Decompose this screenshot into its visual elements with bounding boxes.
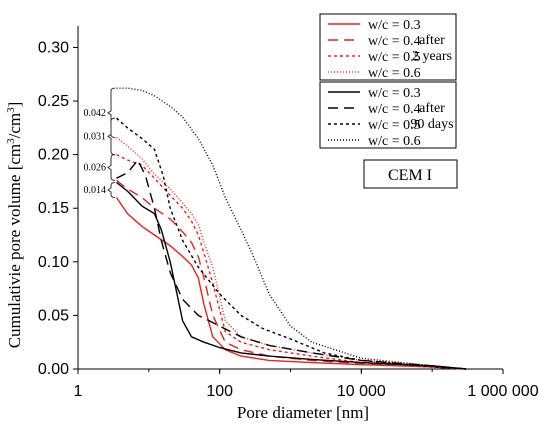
bracket-mark <box>107 87 116 138</box>
legend-label: w/c = 0.4 <box>368 102 421 117</box>
x-tick-label: 100 <box>206 383 233 400</box>
legend-label: w/c = 0.4 <box>368 34 421 49</box>
legend-label: w/c = 0.6 <box>368 134 421 149</box>
legend-label: w/c = 0.3 <box>368 18 421 33</box>
series-line-90d-05 <box>116 117 467 370</box>
series-line-90d-03 <box>116 181 467 370</box>
bracket-label: 0.042 <box>84 108 107 119</box>
bracket-label: 0.026 <box>84 162 107 173</box>
x-tick-label: 1 <box>74 383 83 400</box>
cem-label: CEM I <box>388 167 432 184</box>
axes: 0.00 0.05 0.10 0.15 0.20 0.25 0.30 1 100 10 000 1 … <box>38 26 539 400</box>
bracket-label: 0.031 <box>84 131 107 142</box>
x-axis-title: Pore diameter [nm] <box>237 403 369 422</box>
bracket-annotations: 0.014 0.026 0.031 0.042 <box>84 87 116 198</box>
bracket-label: 0.014 <box>84 185 107 196</box>
y-axis-title-mid: /cm <box>5 113 24 139</box>
series-line-90d-06 <box>116 87 467 370</box>
bracket-mark <box>107 154 116 181</box>
y-tick-label: 0.30 <box>38 39 69 56</box>
y-tick-label: 0.10 <box>38 254 69 271</box>
bracket-mark <box>107 181 116 198</box>
series-layer <box>115 87 467 370</box>
legend-box-90d <box>319 81 457 149</box>
legend-label: w/c = 0.3 <box>368 86 421 101</box>
series-line-2y-06 <box>116 136 467 370</box>
series-line-2y-05 <box>116 153 467 370</box>
legend-group-sublabel: 90 days <box>410 117 453 132</box>
y-tick-label: 0.00 <box>38 361 69 378</box>
y-axis-title-main: Cumulativie pore volume [cm <box>5 144 24 348</box>
y-tick-label: 0.25 <box>38 93 69 110</box>
y-axis-title-end: ] <box>5 102 24 108</box>
y-axis-title-sup1: 3 <box>5 138 17 144</box>
y-tick-label: 0.20 <box>38 147 69 164</box>
series-line-90d-04 <box>116 158 467 370</box>
legend: w/c = 0.3w/c = 0.4w/c = 0.5w/c = 0.6afte… <box>319 13 457 149</box>
x-tick-label: 1 000 000 <box>467 383 538 400</box>
x-tick-label: 10 000 <box>337 383 386 400</box>
legend-group-label: after <box>419 33 445 48</box>
cem-label-box: CEM I <box>363 159 458 189</box>
series-line-2y-03 <box>115 197 467 370</box>
legend-group-sublabel: 2 years <box>412 49 452 64</box>
legend-box-2y <box>319 13 457 81</box>
y-tick-label: 0.05 <box>38 307 69 324</box>
legend-label: w/c = 0.5 <box>368 50 421 65</box>
bracket-mark <box>107 117 116 156</box>
legend-label: w/c = 0.6 <box>368 66 421 81</box>
y-axis-title-sup2: 3 <box>5 107 17 113</box>
legend-group-label: after <box>419 101 445 116</box>
y-tick-label: 0.15 <box>38 200 69 217</box>
legend-label: w/c = 0.5 <box>368 118 421 133</box>
series-line-2y-04 <box>116 179 467 370</box>
y-axis-title: Cumulativie pore volume [cm3/cm3] <box>5 102 24 349</box>
